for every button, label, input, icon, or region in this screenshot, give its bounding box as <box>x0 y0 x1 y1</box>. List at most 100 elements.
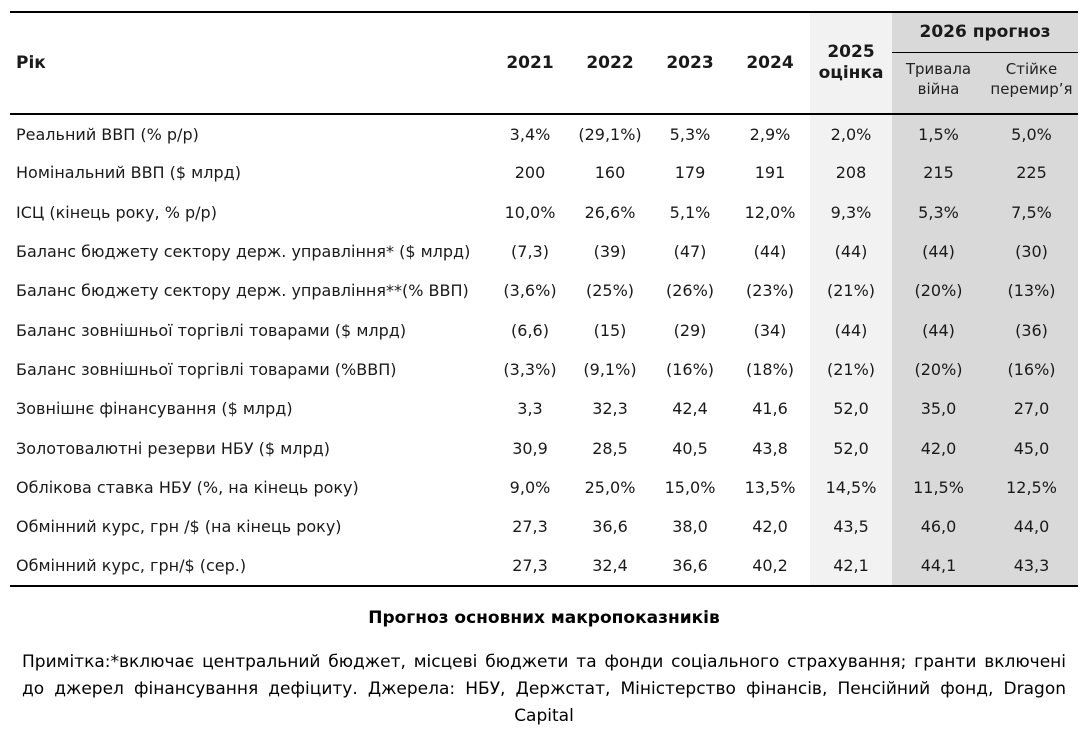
table-header: Рік 2021 2022 2023 2024 2025 оцінка 2026… <box>10 12 1079 114</box>
table-cell: 52,0 <box>810 389 892 429</box>
table-row: Зовнішнє фінансування ($ млрд) 3,3 32,3 42,… <box>10 389 1079 429</box>
table-cell: (44) <box>753 242 787 262</box>
table-cell: 12,0% <box>744 202 796 222</box>
table-cell: 5,3% <box>892 192 985 232</box>
table-cell: (44) <box>810 231 892 272</box>
table-cell: 27,0 <box>985 389 1079 429</box>
table-cell: 160 <box>594 163 626 183</box>
table-cell: 26,6% <box>584 202 636 222</box>
col-header-2024: 2024 <box>746 53 794 73</box>
col-group-2026-forecast: 2026 прогноз <box>892 12 1079 53</box>
col-header-2023: 2023 <box>666 53 714 73</box>
table-cell: 41,6 <box>752 399 788 419</box>
table-cell: (30) <box>985 231 1079 272</box>
table-row: Баланс бюджету сектору держ. управління*… <box>10 231 1079 272</box>
table-cell: 27,3 <box>512 555 548 575</box>
table-cell: 42,0 <box>892 428 985 468</box>
table-cell: (39) <box>593 242 627 262</box>
col-header-2025-estimate: 2025 оцінка <box>810 12 892 114</box>
page: Рік 2021 2022 2023 2024 2025 оцінка 2026… <box>10 11 1079 726</box>
table-cell: (6,6) <box>511 320 549 340</box>
table-cell: 32,4 <box>592 555 628 575</box>
table-cell: 27,3 <box>512 517 548 537</box>
table-cell: (18%) <box>745 359 795 379</box>
table-cell: 12,5% <box>985 467 1079 507</box>
table-cell: 36,6 <box>672 555 708 575</box>
row-label: Золотовалютні резерви НБУ ($ млрд) <box>16 438 330 458</box>
table-row: Баланс зовнішньої торгівлі товарами ($ м… <box>10 310 1079 350</box>
table-row: Облікова ставка НБУ (%, на кінець року) 9… <box>10 467 1079 507</box>
footnote: Примітка:*включає центральний бюджет, мі… <box>22 651 1066 726</box>
table-cell: 215 <box>892 153 985 193</box>
table-row: Обмінний курс, грн/$ (сер.) 27,3 32,4 36,6 4… <box>10 546 1079 586</box>
table-cell: 9,3% <box>810 192 892 232</box>
table-cell: 208 <box>810 153 892 193</box>
table-cell: (36) <box>985 310 1079 350</box>
table-row: Баланс бюджету сектору держ. управління*… <box>10 271 1079 311</box>
table-cell: 14,5% <box>810 467 892 507</box>
col-header-2022: 2022 <box>586 53 634 73</box>
row-label: Зовнішнє фінансування ($ млрд) <box>16 399 293 419</box>
table-cell: (25%) <box>585 281 635 301</box>
table-cell: 40,5 <box>672 438 708 458</box>
col-header-stable-truce: Стійке перемир’я <box>985 52 1079 114</box>
table-row: Баланс зовнішньої торгівлі товарами (%ВВ… <box>10 349 1079 390</box>
row-label: ІСЦ (кінець року, % р/р) <box>16 202 217 222</box>
table-cell: (20%) <box>892 349 985 390</box>
table-cell: 1,5% <box>892 114 985 154</box>
table-cell: 46,0 <box>892 506 985 547</box>
table-cell: (21%) <box>810 349 892 390</box>
table-cell: 5,3% <box>669 124 711 144</box>
header-row-sub: Тривала війна Стійке перемир’я <box>10 52 1079 114</box>
table-cell: (15) <box>593 320 627 340</box>
table-cell: 2,0% <box>810 114 892 154</box>
table-cell: 10,0% <box>504 202 556 222</box>
table-cell: 45,0 <box>985 428 1079 468</box>
table-cell: (47) <box>673 242 707 262</box>
table-cell: 44,1 <box>892 546 985 586</box>
table-cell: 36,6 <box>592 517 628 537</box>
table-cell: 42,1 <box>810 546 892 586</box>
row-label: Баланс зовнішньої торгівлі товарами ($ м… <box>16 320 407 340</box>
table-cell: (26%) <box>665 281 715 301</box>
header-row-group: Рік 2021 2022 2023 2024 2025 оцінка 2026… <box>10 12 1079 114</box>
table-cell: 2,9% <box>749 124 791 144</box>
table-cell: 43,5 <box>810 506 892 547</box>
table-cell: (44) <box>892 231 985 272</box>
table-cell: (21%) <box>810 271 892 311</box>
table-cell: (44) <box>810 310 892 350</box>
table-cell: (29) <box>673 320 707 340</box>
table-row: ІСЦ (кінець року, % р/р) 10,0% 26,6% 5,1% 12… <box>10 192 1079 232</box>
row-label: Обмінний курс, грн/$ (сер.) <box>16 555 247 575</box>
table-cell: (7,3) <box>511 242 549 262</box>
table-cell: 3,4% <box>509 124 551 144</box>
table-cell: 40,2 <box>752 555 788 575</box>
table-cell: 42,4 <box>672 399 708 419</box>
col-header-long-war: Тривала війна <box>892 52 985 114</box>
table-cell: (20%) <box>892 271 985 311</box>
table-cell: 191 <box>754 163 786 183</box>
row-label: Номінальний ВВП ($ млрд) <box>16 163 241 183</box>
table-cell: 13,5% <box>744 477 796 497</box>
table-cell: (23%) <box>745 281 795 301</box>
table-cell: (34) <box>753 320 787 340</box>
row-label: Облікова ставка НБУ (%, на кінець року) <box>16 477 359 497</box>
table-cell: 5,1% <box>669 202 711 222</box>
table-cell: 32,3 <box>592 399 628 419</box>
table-cell: 11,5% <box>892 467 985 507</box>
table-cell: 42,0 <box>752 517 788 537</box>
table-cell: 15,0% <box>664 477 716 497</box>
row-label: Баланс зовнішньої торгівлі товарами (%ВВ… <box>16 359 397 379</box>
table-cell: 225 <box>985 153 1079 193</box>
table-cell: 35,0 <box>892 389 985 429</box>
table-cell: 44,0 <box>985 506 1079 547</box>
table-cell: 52,0 <box>810 428 892 468</box>
table-cell: 28,5 <box>592 438 628 458</box>
table-cell: (9,1%) <box>583 359 637 379</box>
table-cell: 3,3 <box>517 399 543 419</box>
table-cell: 38,0 <box>672 517 708 537</box>
row-label: Реальний ВВП (% р/р) <box>16 124 199 144</box>
table-cell: 25,0% <box>584 477 636 497</box>
table-body: Реальний ВВП (% р/р) 3,4% (29,1%) 5,3% 2,9% 2… <box>10 114 1079 586</box>
col-header-2021: 2021 <box>506 53 554 73</box>
